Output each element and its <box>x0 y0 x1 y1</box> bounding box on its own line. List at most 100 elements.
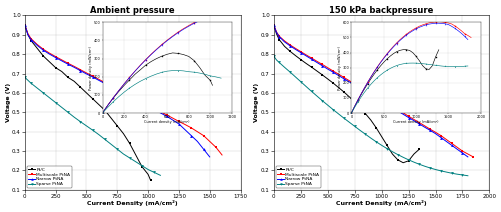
Sparse PtNA <box>157 174 163 177</box>
Pt/C <box>335 86 341 89</box>
Multiscale PtNA <box>139 101 145 103</box>
Pt/C <box>147 179 153 181</box>
Multiscale PtNA <box>432 131 438 134</box>
Narrow PtNA <box>421 126 427 128</box>
Pt/C <box>394 159 400 161</box>
Narrow PtNA <box>378 100 384 103</box>
Multiscale PtNA <box>108 84 114 87</box>
Sparse PtNA <box>28 82 34 85</box>
Narrow PtNA <box>132 98 138 101</box>
Multiscale PtNA <box>47 52 53 54</box>
Multiscale PtNA <box>335 73 341 75</box>
Narrow PtNA <box>77 69 83 72</box>
Sparse PtNA <box>132 160 138 163</box>
Narrow PtNA <box>40 49 46 52</box>
Pt/C <box>383 144 389 146</box>
Multiscale PtNA <box>270 24 276 26</box>
Sparse PtNA <box>442 171 448 173</box>
Legend: Pt/C, Multiscale PtNA, Narrow PtNA, Sparse PtNA: Pt/C, Multiscale PtNA, Narrow PtNA, Spar… <box>276 166 320 188</box>
Pt/C <box>319 74 325 76</box>
Multiscale PtNA <box>448 142 454 145</box>
X-axis label: Current Density (mA/cm²): Current Density (mA/cm²) <box>336 200 426 206</box>
Narrow PtNA <box>383 103 389 106</box>
Narrow PtNA <box>65 63 71 66</box>
Sparse PtNA <box>362 133 368 135</box>
Title: 150 kPa backpressure: 150 kPa backpressure <box>329 6 433 15</box>
Pt/C <box>270 24 276 26</box>
Pt/C <box>90 98 96 100</box>
Sparse PtNA <box>303 85 309 88</box>
Multiscale PtNA <box>287 43 293 46</box>
Narrow PtNA <box>53 56 59 59</box>
Pt/C <box>126 142 132 145</box>
Pt/C <box>71 80 77 82</box>
Sparse PtNA <box>383 147 389 150</box>
Pt/C <box>65 76 71 79</box>
Multiscale PtNA <box>458 150 464 152</box>
Narrow PtNA <box>362 90 368 93</box>
Multiscale PtNA <box>330 70 336 72</box>
Multiscale PtNA <box>303 54 309 56</box>
Narrow PtNA <box>405 116 411 119</box>
Pt/C <box>281 45 287 48</box>
Narrow PtNA <box>96 79 102 82</box>
Line: Multiscale PtNA: Multiscale PtNA <box>272 24 474 158</box>
Pt/C <box>367 119 373 121</box>
Sparse PtNA <box>426 167 432 169</box>
Multiscale PtNA <box>324 66 330 69</box>
Sparse PtNA <box>297 80 303 83</box>
Pt/C <box>108 117 114 119</box>
Pt/C <box>324 78 330 80</box>
Pt/C <box>410 153 416 155</box>
Pt/C <box>102 109 108 112</box>
Narrow PtNA <box>453 148 459 151</box>
Narrow PtNA <box>163 115 169 117</box>
Y-axis label: Voltage (V): Voltage (V) <box>6 83 11 122</box>
Sparse PtNA <box>351 125 357 128</box>
Sparse PtNA <box>458 174 464 176</box>
Sparse PtNA <box>120 153 126 155</box>
Multiscale PtNA <box>132 98 138 100</box>
Multiscale PtNA <box>410 118 416 121</box>
Sparse PtNA <box>270 55 276 57</box>
Pt/C <box>303 62 309 65</box>
Sparse PtNA <box>324 104 330 106</box>
Sparse PtNA <box>399 156 405 159</box>
Multiscale PtNA <box>464 153 470 155</box>
Sparse PtNA <box>319 99 325 102</box>
Sparse PtNA <box>25 79 31 82</box>
Multiscale PtNA <box>151 107 157 110</box>
Multiscale PtNA <box>96 78 102 81</box>
Narrow PtNA <box>303 55 309 57</box>
Multiscale PtNA <box>25 32 31 35</box>
Sparse PtNA <box>287 71 293 73</box>
Pt/C <box>313 70 319 72</box>
Multiscale PtNA <box>34 43 40 46</box>
Narrow PtNA <box>346 81 352 83</box>
Narrow PtNA <box>356 87 362 90</box>
Pt/C <box>351 101 357 103</box>
Narrow PtNA <box>464 156 470 158</box>
Multiscale PtNA <box>114 88 120 90</box>
Narrow PtNA <box>182 128 188 131</box>
Sparse PtNA <box>83 125 89 127</box>
Pt/C <box>40 55 46 57</box>
Pt/C <box>28 39 34 42</box>
Sparse PtNA <box>22 76 28 79</box>
Narrow PtNA <box>273 31 279 34</box>
Narrow PtNA <box>25 33 31 36</box>
Sparse PtNA <box>330 108 336 111</box>
Narrow PtNA <box>126 95 132 98</box>
Multiscale PtNA <box>308 57 314 59</box>
Pt/C <box>77 86 83 88</box>
Multiscale PtNA <box>200 134 206 137</box>
Sparse PtNA <box>126 157 132 159</box>
Pt/C <box>139 165 145 168</box>
Narrow PtNA <box>28 38 34 41</box>
Multiscale PtNA <box>421 125 427 127</box>
Line: Multiscale PtNA: Multiscale PtNA <box>24 24 223 156</box>
Narrow PtNA <box>394 110 400 112</box>
Narrow PtNA <box>194 140 200 143</box>
Sparse PtNA <box>151 171 157 174</box>
Multiscale PtNA <box>40 48 46 50</box>
